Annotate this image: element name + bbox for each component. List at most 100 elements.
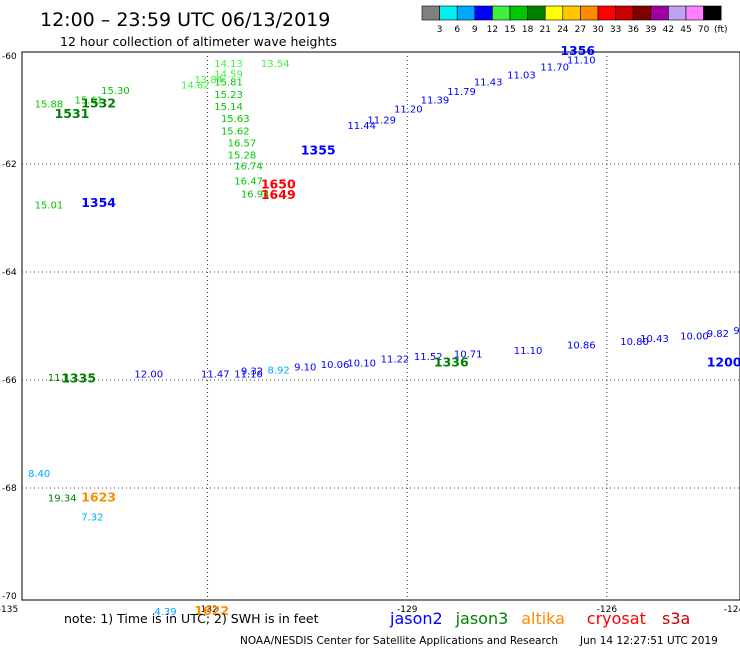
swh-value: 12.00 <box>134 369 163 380</box>
swh-value: 15.88 <box>35 99 64 110</box>
swh-value: 11.03 <box>507 71 536 82</box>
mission-jason3: jason3 <box>455 609 509 628</box>
swh-value: 10.43 <box>640 334 669 345</box>
swh-value: 15.30 <box>101 86 130 97</box>
footer-credit: NOAA/NESDIS Center for Satellite Applica… <box>240 635 558 647</box>
chart-title: 12:00 – 23:59 UTC 06/13/2019 <box>40 9 330 31</box>
colorbar-swatch <box>685 5 704 21</box>
swh-value: 11.22 <box>381 355 410 366</box>
swh-value: 9.10 <box>294 362 316 373</box>
swh-value: 11.47 <box>201 369 230 380</box>
swh-value: 14.13 <box>214 59 243 70</box>
swh-value: 15.01 <box>35 200 64 211</box>
swh-value: 8.40 <box>28 469 50 480</box>
swh-value: 15.61 <box>75 96 104 107</box>
colorbar-label: 70 <box>698 25 710 35</box>
x-tick-label: -126 <box>597 605 618 615</box>
colorbar-swatch <box>474 5 493 21</box>
swh-value: 16.57 <box>228 139 257 150</box>
pass-time-label: 1623 <box>81 490 116 505</box>
swh-value: 10.86 <box>567 341 596 352</box>
colorbar-label: 36 <box>627 25 639 35</box>
swh-value: 10.80 <box>620 337 649 348</box>
plot-frame <box>21 51 740 601</box>
swh-value: 9.84 <box>733 326 740 337</box>
y-tick-label: -60 <box>2 52 17 62</box>
pass-time-label: 1355 <box>301 142 336 157</box>
colorbar-swatch <box>650 5 669 21</box>
colorbar-swatch <box>509 5 528 21</box>
pass-time-label: 1531 <box>55 106 90 121</box>
swh-value: 19.34 <box>48 494 77 505</box>
swh-value: 13.54 <box>261 59 290 70</box>
swh-value: 11.20 <box>394 105 423 116</box>
pass-time-label: 1650 <box>261 176 296 191</box>
swh-value: 14.62 <box>181 80 210 91</box>
y-tick-label: -70 <box>2 592 17 602</box>
swh-value: 13.84 <box>194 75 223 86</box>
y-tick-label: -68 <box>2 484 17 494</box>
footer-timestamp: Jun 14 12:27:51 UTC 2019 <box>579 635 718 647</box>
swh-value: 10.00 <box>680 332 709 343</box>
swh-value: 11.44 <box>347 121 376 132</box>
colorbar-swatch <box>544 5 564 21</box>
swh-colorbar: 3 6 9 12 15 18 21 24 27 30 33 36 39 42 45 70 <box>421 5 722 35</box>
swh-value: 11.10 <box>514 346 543 357</box>
mission-s3a: s3a <box>662 609 690 628</box>
colorbar-swatch <box>632 5 652 21</box>
swh-value: 11.10 <box>234 369 263 380</box>
colorbar-label: 3 <box>437 25 443 35</box>
colorbar-label: 18 <box>522 25 534 35</box>
mission-legend: jason2 jason3 altika cryosat s3a <box>389 609 690 628</box>
swh-value: 15.28 <box>228 151 257 162</box>
swh-value: 7.32 <box>81 512 103 523</box>
pass-times: 1356135513541532153116501649133613371200… <box>55 43 740 618</box>
swh-value: 9.32 <box>241 367 263 378</box>
colorbar-label: 42 <box>663 25 674 35</box>
colorbar-label: 45 <box>680 25 691 35</box>
colorbar-swatch <box>580 5 599 21</box>
y-tick-label: -62 <box>2 160 17 170</box>
colorbar-swatch <box>597 5 616 21</box>
colorbar-swatch <box>421 5 440 21</box>
swh-value: 8.92 <box>268 366 290 377</box>
mission-jason2: jason2 <box>389 609 443 628</box>
colorbar-swatch <box>562 5 581 21</box>
colorbar-label: 9 <box>472 25 478 35</box>
swh-value: 11.79 <box>447 87 476 98</box>
colorbar-label: 39 <box>645 25 657 35</box>
axis-ticks: -135-132-129-126-123-124-60-62-64-66-68-… <box>0 52 740 615</box>
swh-value: 10.10 <box>347 359 376 370</box>
colorbar-label: 30 <box>592 25 604 35</box>
swh-value: 11.43 <box>474 78 503 89</box>
swh-value: 10.06 <box>321 360 350 371</box>
y-tick-label: -66 <box>2 376 17 386</box>
swh-value: 15.81 <box>214 78 243 89</box>
chart-subtitle: 12 hour collection of altimeter wave hei… <box>60 34 337 49</box>
pass-time-label: 1356 <box>560 43 595 58</box>
swh-value: 11.29 <box>367 116 396 127</box>
swh-value: 16.47 <box>234 177 263 188</box>
colorbar-label: 21 <box>539 25 550 35</box>
mission-altika: altika <box>521 609 565 628</box>
colorbar-label: 15 <box>504 25 515 35</box>
pass-time-label: 1622 <box>194 603 229 618</box>
swh-value: 16.94 <box>241 189 270 200</box>
colorbar-swatch <box>527 5 546 21</box>
swh-value: 15.63 <box>221 114 250 125</box>
x-tick-label: -132 <box>197 605 217 615</box>
y-tick-label: -64 <box>2 268 17 278</box>
swh-value: 15.62 <box>221 126 250 137</box>
swh-value: 16.74 <box>234 161 263 172</box>
swh-value: 15.14 <box>214 102 243 113</box>
pass-time-label: 1335 <box>61 371 96 386</box>
mission-cryosat: cryosat <box>587 609 646 628</box>
colorbar-label: 24 <box>557 25 569 35</box>
pass-time-label: 1649 <box>261 187 296 202</box>
colorbar-swatch <box>492 5 511 21</box>
colorbar-swatch <box>456 5 476 21</box>
swh-value: 14.59 <box>214 70 243 81</box>
swh-value: 10.71 <box>454 349 483 360</box>
